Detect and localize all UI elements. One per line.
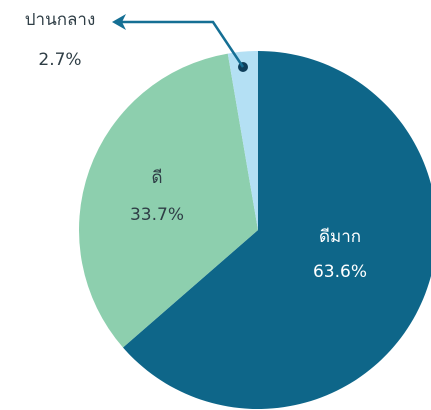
slice-value: 2.7% [38, 50, 81, 70]
pie [79, 51, 431, 409]
pie-slice [227, 51, 258, 230]
callout [112, 14, 248, 72]
slice-category: ดีมาก [319, 227, 361, 247]
slice-category: ปานกลาง [25, 10, 96, 30]
callout-arrow [112, 14, 126, 30]
slice-category: ดี [151, 168, 162, 188]
pie-slice [122, 51, 431, 409]
slice-value: 33.7% [130, 205, 184, 225]
callout-line [122, 20, 245, 68]
slice-value: 63.6% [313, 262, 367, 282]
pie-slice [79, 53, 259, 348]
labels: ดีมาก 63.6% ดี 33.7% ปานกลาง 2.7% [25, 10, 367, 282]
